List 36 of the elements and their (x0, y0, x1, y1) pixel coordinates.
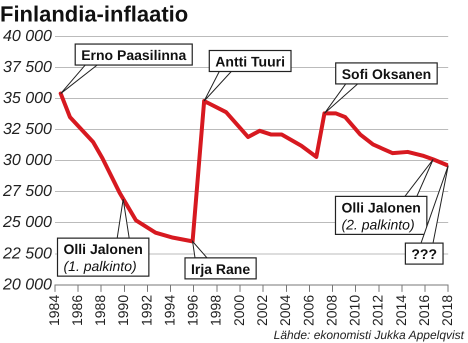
x-tick-label: 1990 (115, 294, 132, 326)
annotation: Irja Rane (191, 260, 250, 277)
annotation: Olli Jalonen (2. palkinto) (341, 199, 421, 232)
y-tick-label: 32 500 (3, 121, 52, 138)
y-tick-label: 37 500 (3, 58, 52, 76)
x-tick-label: 2014 (392, 294, 409, 326)
chart-title: Finlandia-inflaatio (0, 1, 188, 26)
text: Lähde: ekonomisti Jukka Appelqvist (274, 328, 465, 342)
y-tick-label: 40 000 (3, 28, 52, 45)
y-tick-label: 30 000 (3, 152, 52, 170)
x-tick-label: 1998 (208, 294, 224, 326)
y-tick-label: 27 500 (2, 183, 52, 200)
annotation: Olli Jalonen (1. palkinto) (64, 241, 143, 274)
x-tick-label: 1986 (68, 294, 85, 326)
x-tick-label: 2006 (300, 294, 316, 326)
y-tick-label: 22 500 (2, 245, 52, 262)
y-tick-label: 25 000 (2, 214, 52, 232)
x-tick-label: 2016 (416, 294, 432, 326)
x-tick-label: 1996 (184, 294, 201, 326)
x-tick-label: 1992 (138, 294, 154, 326)
y-tick-label: 35 000 (3, 90, 52, 107)
x-tick-label: 2002 (254, 294, 270, 326)
annotation: Erno Paasilinna (81, 47, 186, 64)
x-tick-label: 1984 (46, 294, 62, 326)
x-tick-label: 1988 (92, 294, 108, 326)
x-tick-label: 1994 (161, 294, 178, 326)
x-tick-label: 2010 (346, 294, 363, 326)
annotation: ??? (411, 246, 438, 262)
x-tick-label: 2008 (323, 294, 340, 326)
x-tick-label: 2018 (439, 294, 456, 326)
x-tick-label: 2000 (230, 294, 247, 326)
x-tick-label: 2012 (370, 294, 386, 326)
x-tick-label: 2004 (277, 294, 294, 326)
y-tick-label: 20 000 (2, 276, 52, 294)
annotation: Sofi Oksanen (342, 66, 432, 82)
annotation: Antti Tuuri (215, 54, 286, 70)
